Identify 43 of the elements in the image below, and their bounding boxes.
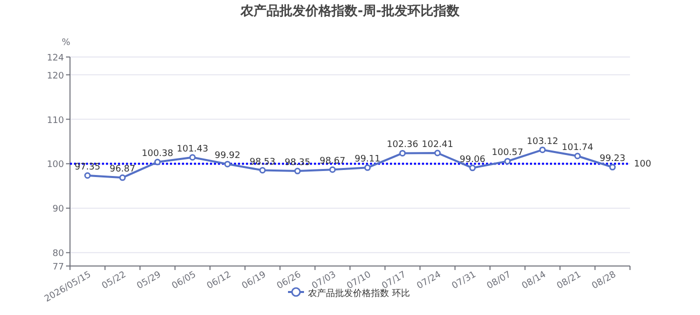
point [189,154,196,161]
point [294,168,301,174]
y-tick-label: 90 [52,204,64,215]
data-label: 101.43 [176,144,208,154]
y-tick-label: 124 [46,54,64,64]
point [84,172,91,179]
y-tick-label: 77 [52,262,64,272]
data-label: 102.36 [386,140,419,150]
point [224,160,231,168]
point [609,164,616,170]
data-label: 101.74 [562,142,594,153]
data-label: 99.92 [214,151,240,162]
point [364,164,371,171]
data-label: 99.11 [354,154,380,165]
y-tick-label: 80 [52,249,64,260]
point [574,152,581,160]
point [399,150,406,156]
y-tick-label: 100 [46,160,64,170]
point [504,158,511,164]
point [434,150,441,156]
point [154,158,161,166]
data-label: 100.38 [142,149,174,160]
data-label: 103.12 [526,136,558,147]
y-tick-label: 110 [46,116,64,126]
point [469,164,476,172]
point [259,167,266,174]
data-label: 96.87 [110,164,136,175]
ref-line-label: 100 [634,160,652,170]
data-label: 99.06 [460,154,486,165]
legend-label: 农产品批发价格指数 环比 [308,288,410,299]
point [119,174,126,181]
data-label: 98.67 [320,156,346,167]
data-label: 102.41 [422,140,454,150]
point [539,146,546,154]
data-label: 97.35 [74,162,100,173]
y-tick-label: 120 [46,71,64,82]
data-label: 98.35 [284,158,310,168]
point [329,166,336,173]
y-axis-title: % [62,38,71,48]
data-label: 99.23 [600,154,626,164]
data-label: 98.53 [250,157,276,168]
chart-title: 农产品批发价格指数-周-批发环比指数 [240,3,460,19]
data-label: 100.57 [492,148,524,158]
